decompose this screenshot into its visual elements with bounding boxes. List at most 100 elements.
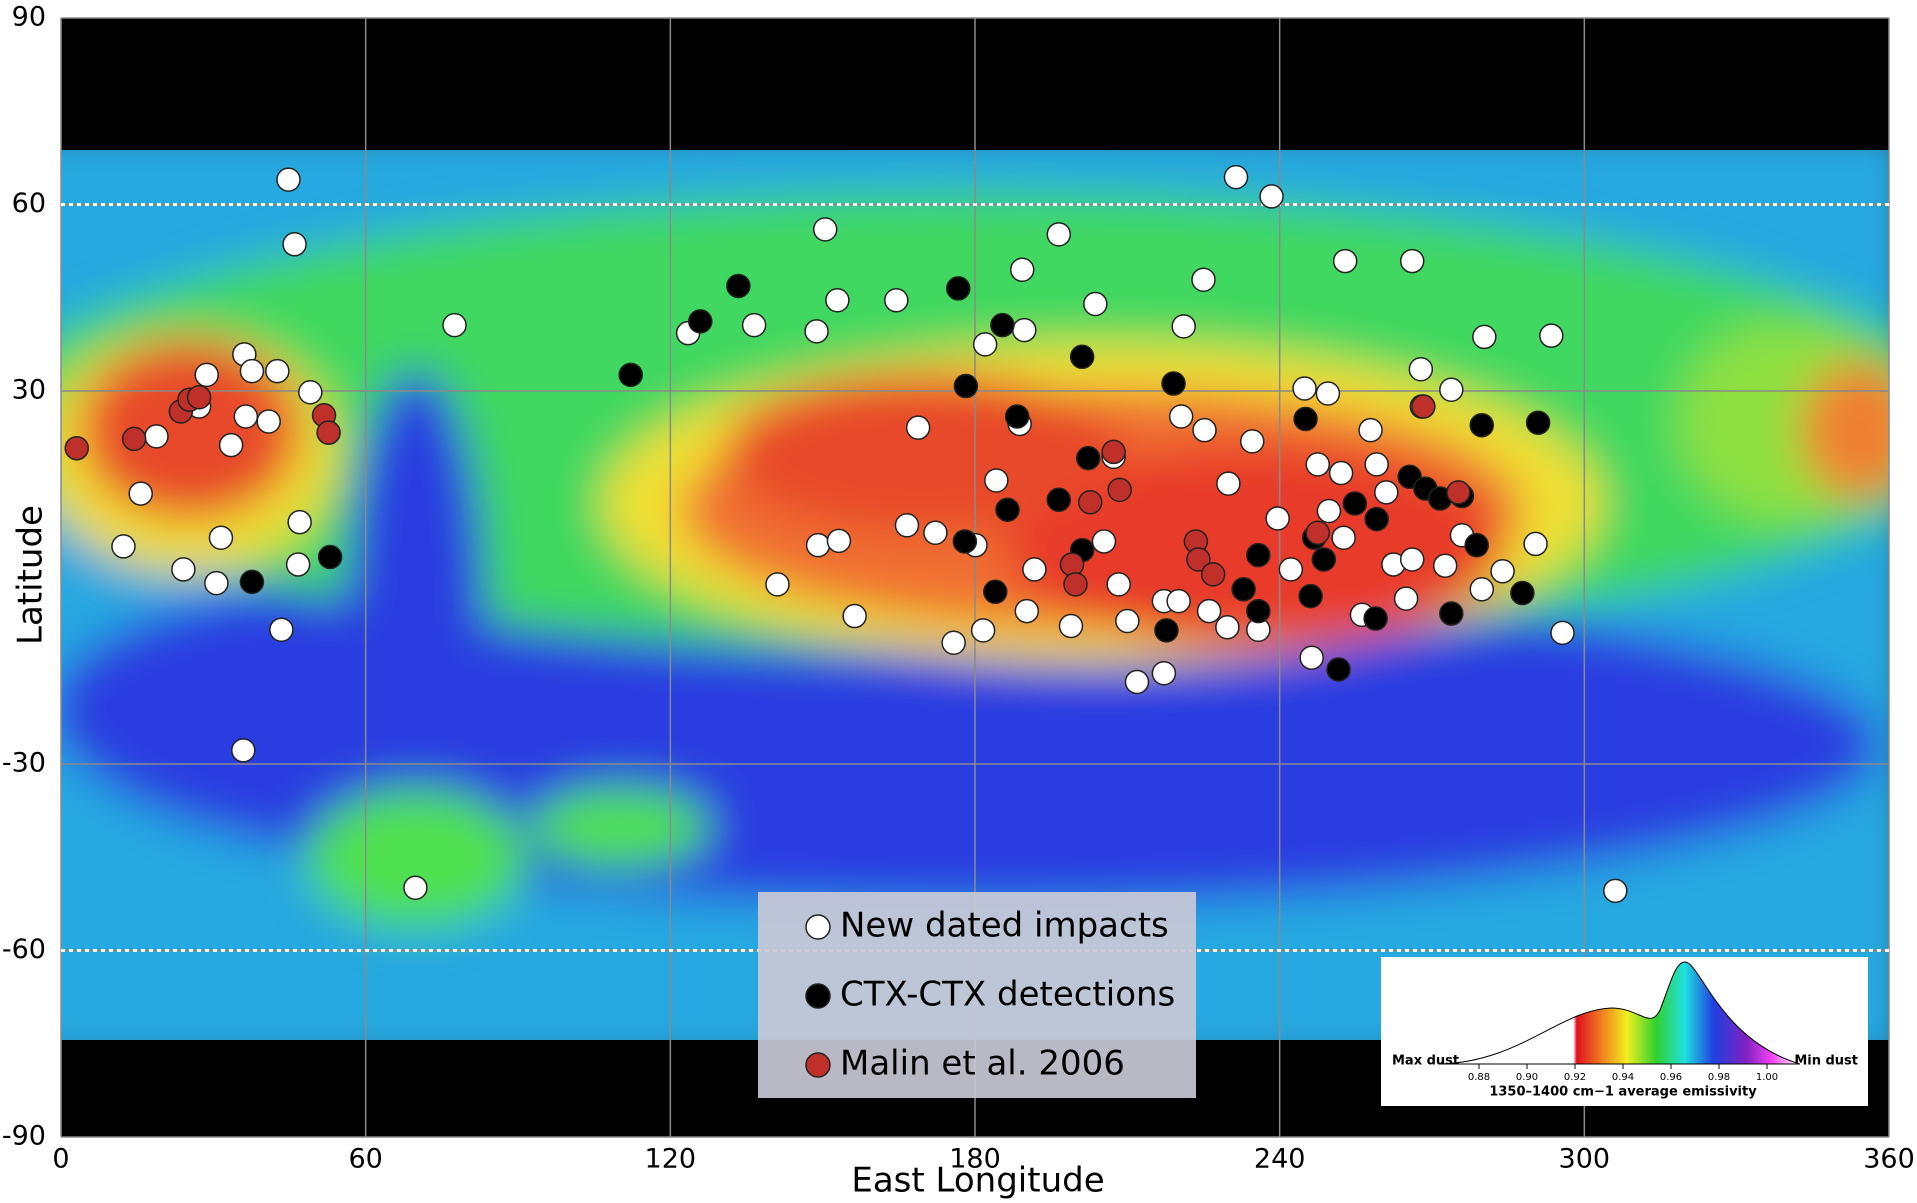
impact-point (1241, 430, 1264, 453)
impact-point (1260, 185, 1283, 208)
impact-point (1193, 419, 1216, 442)
impact-point (1332, 526, 1355, 549)
impact-point (1343, 492, 1366, 515)
impact-point (1247, 600, 1270, 623)
impact-point (1294, 407, 1317, 430)
impact-point (907, 416, 930, 439)
impact-point (1084, 292, 1107, 315)
impact-point (1202, 563, 1225, 586)
impact-point (727, 274, 750, 297)
impact-point (240, 570, 263, 593)
impact-point (1116, 610, 1139, 633)
impact-point (234, 405, 257, 428)
impact-point (1316, 382, 1339, 405)
impact-point (232, 739, 255, 762)
impact-point (283, 233, 306, 256)
impact-point (974, 333, 997, 356)
impact-point (1102, 440, 1125, 463)
impact-point (985, 469, 1008, 492)
colorbar-tick-label: 0.94 (1612, 1072, 1634, 1083)
x-tick-label: 60 (348, 1144, 382, 1175)
x-tick-label: 240 (1254, 1144, 1306, 1175)
impact-point (1023, 558, 1046, 581)
y-tick-label: 90 (12, 2, 46, 33)
impact-point (1015, 600, 1038, 623)
impact-point (996, 498, 1019, 521)
impact-point (1401, 250, 1424, 273)
impact-point (766, 573, 789, 596)
impact-point (991, 314, 1014, 337)
impact-point (1162, 372, 1185, 395)
impact-point (123, 427, 146, 450)
y-tick-label: -30 (2, 748, 46, 779)
impact-point (1359, 419, 1382, 442)
y-axis-label: Latitude (11, 505, 51, 645)
impact-point (1047, 488, 1070, 511)
chart: Max dust Min dust 1350–1400 cm−1 average… (0, 0, 1917, 1203)
impact-point (270, 618, 293, 641)
impact-point (1540, 324, 1563, 347)
y-tick-label: 60 (12, 188, 46, 219)
y-tick-label: 30 (12, 375, 46, 406)
impact-point (1365, 453, 1388, 476)
impact-point (1306, 453, 1329, 476)
impact-point (1470, 578, 1493, 601)
impact-point (1079, 491, 1102, 514)
impact-point (1330, 462, 1353, 485)
impact-point (954, 375, 977, 398)
impact-point (942, 631, 965, 654)
impact-point (1401, 548, 1424, 571)
impact-point (1216, 616, 1239, 639)
impact-point (1375, 481, 1398, 504)
impact-point (1551, 621, 1574, 644)
y-tick-label: -90 (2, 1121, 46, 1152)
colorbar-tick-label: 0.98 (1708, 1072, 1730, 1083)
colorbar-tick-label: 0.88 (1468, 1072, 1490, 1083)
impact-point (1006, 405, 1029, 428)
x-tick-label: 0 (52, 1144, 69, 1175)
impact-point (112, 535, 135, 558)
impact-point (1293, 377, 1316, 400)
impact-point (1470, 414, 1493, 437)
impact-point (984, 580, 1007, 603)
impact-point (972, 619, 995, 642)
impact-point (266, 360, 289, 383)
impact-point (1125, 670, 1148, 693)
impact-point (619, 363, 642, 386)
impact-point (1071, 345, 1094, 368)
impact-point (947, 277, 970, 300)
impact-point (1524, 532, 1547, 555)
impact-point (1167, 590, 1190, 613)
impact-point (1013, 319, 1036, 342)
impact-point (843, 605, 866, 628)
impact-point (220, 434, 243, 457)
impact-point (287, 553, 310, 576)
impact-point (1172, 315, 1195, 338)
impact-point (443, 314, 466, 337)
impact-point (1059, 614, 1082, 637)
colorbar-tick-label: 0.92 (1564, 1072, 1586, 1083)
impact-point (1299, 585, 1322, 608)
legend-marker (806, 984, 830, 1008)
impact-point (1217, 472, 1240, 495)
impact-point (1306, 521, 1329, 544)
impact-point (743, 314, 766, 337)
impact-point (1312, 548, 1335, 571)
impact-point (317, 421, 340, 444)
legend-marker (806, 1053, 830, 1077)
impact-point (1317, 499, 1340, 522)
impact-point (1198, 600, 1221, 623)
impact-point (1060, 553, 1083, 576)
impact-point (1327, 658, 1350, 681)
impact-point (129, 482, 152, 505)
impact-point (1279, 558, 1302, 581)
colorbar-left-label: Max dust (1392, 1054, 1459, 1069)
impact-point (1434, 554, 1457, 577)
impact-point (1604, 879, 1627, 902)
impact-point (1447, 481, 1470, 504)
colorbar-tick-label: 0.90 (1516, 1072, 1538, 1083)
colorbar-right-label: Min dust (1794, 1054, 1858, 1069)
x-tick-label: 180 (949, 1144, 1001, 1175)
impact-point (1192, 268, 1215, 291)
impact-point (826, 289, 849, 312)
